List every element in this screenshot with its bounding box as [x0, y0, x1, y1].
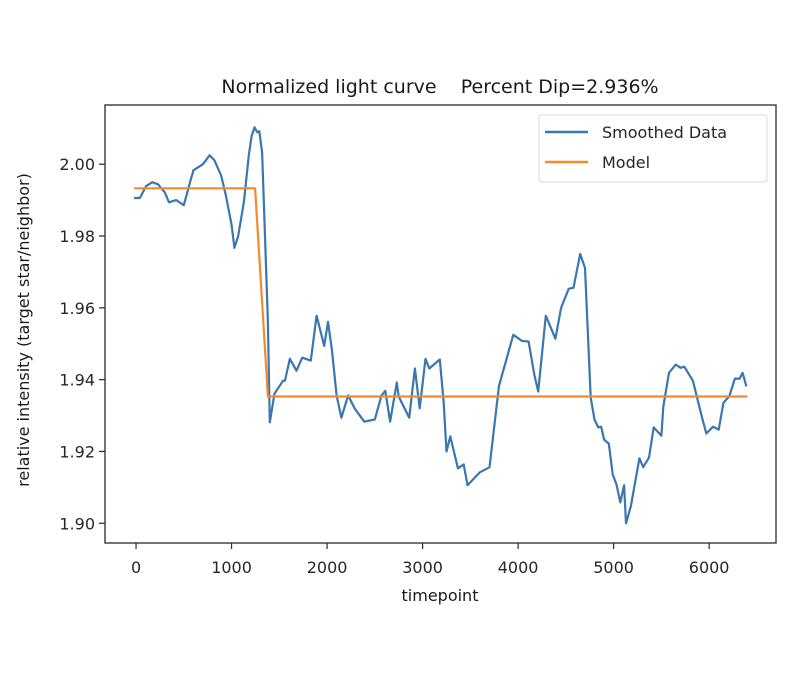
y-tick-label: 1.94 [59, 371, 95, 390]
legend-label-model: Model [602, 153, 650, 172]
x-tick-label: 5000 [593, 558, 634, 577]
plot-area [104, 104, 777, 544]
x-tick-label: 3000 [402, 558, 443, 577]
x-tick-label: 1000 [211, 558, 252, 577]
x-axis-label: timepoint [402, 586, 479, 605]
legend-box [538, 114, 768, 183]
legend: Smoothed Data Model [538, 114, 768, 183]
series-line-smoothed-data [134, 126, 748, 525]
y-tick-label: 1.96 [59, 299, 95, 318]
y-axis-label: relative intensity (target star/neighbor… [14, 173, 33, 487]
y-tick-label: 1.98 [59, 227, 95, 246]
x-tick-label: 0 [131, 558, 141, 577]
y-tick-label: 2.00 [59, 155, 95, 174]
y-tick-label: 1.90 [59, 514, 95, 533]
x-axis-ticks: 0 1000 2000 3000 4000 5000 6000 [131, 543, 730, 577]
x-tick-label: 2000 [307, 558, 348, 577]
series-lines [134, 126, 748, 525]
y-axis-ticks: 1.90 1.92 1.94 1.96 1.98 2.00 [59, 155, 105, 533]
legend-label-smoothed-data: Smoothed Data [602, 123, 727, 142]
y-tick-label: 1.92 [59, 442, 95, 461]
x-tick-label: 6000 [689, 558, 730, 577]
x-tick-label: 4000 [498, 558, 539, 577]
axes-frame [104, 104, 777, 544]
chart-title: Normalized light curve Percent Dip=2.936… [221, 76, 658, 98]
series-line-model [134, 187, 748, 398]
